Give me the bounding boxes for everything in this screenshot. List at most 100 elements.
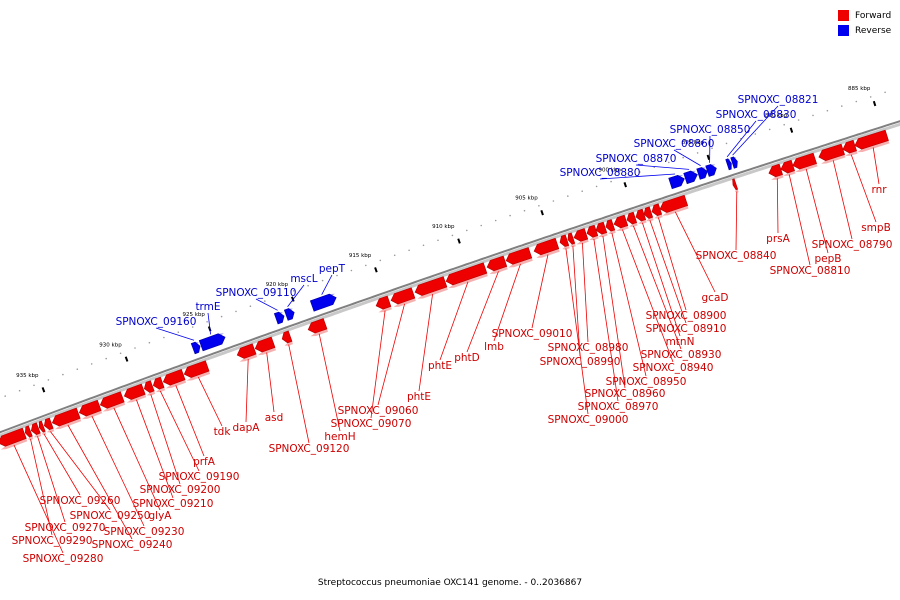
gene-spnoxc-08810[interactable]: [780, 159, 795, 174]
gene-phte-1[interactable]: [445, 262, 488, 286]
gene-label-spnoxc-09250[interactable]: SPNOXC_09250: [70, 510, 151, 522]
gene-label-spnoxc-09280[interactable]: SPNOXC_09280: [23, 553, 104, 565]
gene-asd[interactable]: [254, 336, 276, 353]
gene-label-asd[interactable]: asd: [265, 412, 284, 424]
gene-label-lmb[interactable]: lmb: [484, 341, 504, 353]
gene-spnoxc-08910[interactable]: [643, 206, 654, 219]
gene-spnoxc-08930[interactable]: [626, 211, 638, 225]
gene-spnoxc-09110[interactable]: [273, 311, 285, 325]
gene-label-prfa[interactable]: prfA: [193, 456, 216, 468]
gene-rnr[interactable]: [854, 129, 889, 150]
gene-gcad[interactable]: [659, 194, 689, 213]
gene-hemh[interactable]: [307, 318, 328, 334]
gene-label-spnoxc-09270[interactable]: SPNOXC_09270: [25, 522, 106, 534]
gene-label-spnoxc-09110[interactable]: SPNOXC_09110: [216, 287, 297, 299]
gene-spnoxc-09070[interactable]: [375, 295, 392, 310]
gene-label-spnoxc-08810[interactable]: SPNOXC_08810: [770, 265, 851, 277]
gene-lmb[interactable]: [505, 247, 533, 265]
gene-spnoxc-09240[interactable]: [51, 407, 81, 427]
gene-label-spnoxc-08830[interactable]: SPNOXC_08830: [716, 109, 797, 121]
gene-label-spnoxc-09000[interactable]: SPNOXC_09000: [548, 414, 629, 426]
gene-label-tdk[interactable]: tdk: [214, 426, 232, 438]
gene-label-spnoxc-08880[interactable]: SPNOXC_08880: [560, 167, 641, 179]
gene-spnoxc-09290[interactable]: [24, 425, 33, 438]
gene-spnoxc-09000[interactable]: [559, 234, 570, 247]
gene-label-spnoxc-09200[interactable]: SPNOXC_09200: [140, 484, 221, 496]
gene-prsa[interactable]: [768, 163, 783, 178]
gene-label-spnoxc-09190[interactable]: SPNOXC_09190: [159, 471, 240, 483]
gene-spnoxc-08960[interactable]: [595, 221, 608, 235]
gene-phtd[interactable]: [486, 255, 508, 272]
gene-label-spnoxc-09060[interactable]: SPNOXC_09060: [338, 405, 419, 417]
gene-spnoxc-09120[interactable]: [281, 330, 293, 344]
gene-label-spnoxc-08850[interactable]: SPNOXC_08850: [670, 124, 751, 136]
gene-label-spnoxc-08860[interactable]: SPNOXC_08860: [634, 138, 715, 150]
gene-label-dapa[interactable]: dapA: [233, 422, 261, 434]
gene-label-spnoxc-09230[interactable]: SPNOXC_09230: [104, 526, 185, 538]
gene-spnoxc-08950[interactable]: [605, 219, 616, 232]
gene-label-spnoxc-09240[interactable]: SPNOXC_09240: [92, 539, 173, 551]
gene-label-spnoxc-08790[interactable]: SPNOXC_08790: [812, 239, 893, 251]
gene-label-spnoxc-08950[interactable]: SPNOXC_08950: [606, 376, 687, 388]
gene-spnoxc-09010[interactable]: [533, 237, 560, 256]
gene-glya[interactable]: [99, 391, 125, 409]
gene-spnoxc-09210[interactable]: [123, 383, 146, 400]
gene-spnoxc-09200[interactable]: [143, 380, 155, 393]
gene-spnoxc-08980[interactable]: [573, 228, 589, 242]
gene-label-spnoxc-09010[interactable]: SPNOXC_09010: [492, 328, 573, 340]
gene-spnoxc-09160[interactable]: [190, 341, 201, 355]
gene-spnoxc-08900[interactable]: [651, 203, 663, 217]
gene-label-spnoxc-08930[interactable]: SPNOXC_08930: [641, 349, 722, 361]
gene-label-phte-2[interactable]: phtE: [407, 391, 431, 403]
gene-label-mtnn[interactable]: mtnN: [666, 336, 695, 348]
gene-label-spnoxc-08940[interactable]: SPNOXC_08940: [633, 362, 714, 374]
gene-label-gcad[interactable]: gcaD: [702, 292, 729, 304]
gene-spnoxc-08821[interactable]: [730, 156, 738, 169]
gene-spnoxc-08970[interactable]: [586, 224, 599, 238]
gene-spnoxc-08940[interactable]: [613, 214, 629, 229]
gene-spnoxc-08880[interactable]: [668, 174, 685, 190]
gene-label-spnoxc-08821[interactable]: SPNOXC_08821: [738, 94, 819, 106]
gene-spnoxc-09280[interactable]: [0, 427, 27, 447]
gene-trme[interactable]: [198, 333, 226, 352]
gene-label-pepb[interactable]: pepB: [815, 253, 842, 265]
gene-pept[interactable]: [309, 293, 337, 312]
gene-label-mscl[interactable]: mscL: [290, 273, 317, 285]
gene-spnoxc-08860[interactable]: [696, 167, 708, 180]
gene-pepb[interactable]: [792, 152, 817, 170]
gene-label-prsa[interactable]: prsA: [766, 233, 790, 245]
gene-label-spnoxc-09210[interactable]: SPNOXC_09210: [133, 498, 214, 510]
gene-spnoxc-09230[interactable]: [78, 399, 102, 417]
gene-spnoxc-09060[interactable]: [390, 287, 416, 305]
gene-spnoxc-08870[interactable]: [683, 170, 698, 185]
gene-label-rnr[interactable]: rnr: [871, 184, 887, 196]
gene-label-spnoxc-08980[interactable]: SPNOXC_08980: [548, 342, 629, 354]
gene-label-spnoxc-09120[interactable]: SPNOXC_09120: [269, 443, 350, 455]
gene-label-spnoxc-09290[interactable]: SPNOXC_09290: [12, 535, 93, 547]
gene-label-phte-1[interactable]: phtE: [428, 360, 452, 372]
gene-label-trme[interactable]: trmE: [195, 301, 220, 313]
gene-label-pept[interactable]: pepT: [319, 263, 346, 275]
gene-label-spnoxc-08870[interactable]: SPNOXC_08870: [596, 153, 677, 165]
gene-label-phtd[interactable]: phtD: [454, 352, 480, 364]
gene-label-spnoxc-08970[interactable]: SPNOXC_08970: [578, 401, 659, 413]
gene-label-spnoxc-08960[interactable]: SPNOXC_08960: [585, 388, 666, 400]
gene-spnoxc-09190[interactable]: [152, 376, 165, 390]
gene-dapa[interactable]: [236, 343, 257, 359]
gene-mtnn[interactable]: [635, 208, 647, 222]
gene-spnoxc-09260[interactable]: [38, 420, 46, 433]
gene-mscl[interactable]: [283, 308, 295, 321]
gene-spnoxc-08840[interactable]: [732, 178, 739, 191]
gene-tdk[interactable]: [183, 360, 210, 378]
gene-label-spnoxc-08900[interactable]: SPNOXC_08900: [646, 310, 727, 322]
gene-smpb[interactable]: [842, 139, 857, 154]
gene-label-spnoxc-08990[interactable]: SPNOXC_08990: [540, 356, 621, 368]
gene-spnoxc-09270[interactable]: [30, 422, 41, 435]
gene-label-hemh[interactable]: hemH: [324, 431, 355, 443]
gene-label-spnoxc-09260[interactable]: SPNOXC_09260: [40, 495, 121, 507]
gene-spnoxc-08850[interactable]: [705, 164, 717, 177]
gene-phte-2[interactable]: [414, 276, 448, 296]
gene-label-spnoxc-08910[interactable]: SPNOXC_08910: [646, 323, 727, 335]
gene-label-glya[interactable]: glyA: [149, 510, 173, 522]
gene-label-smpb[interactable]: smpB: [861, 222, 891, 234]
